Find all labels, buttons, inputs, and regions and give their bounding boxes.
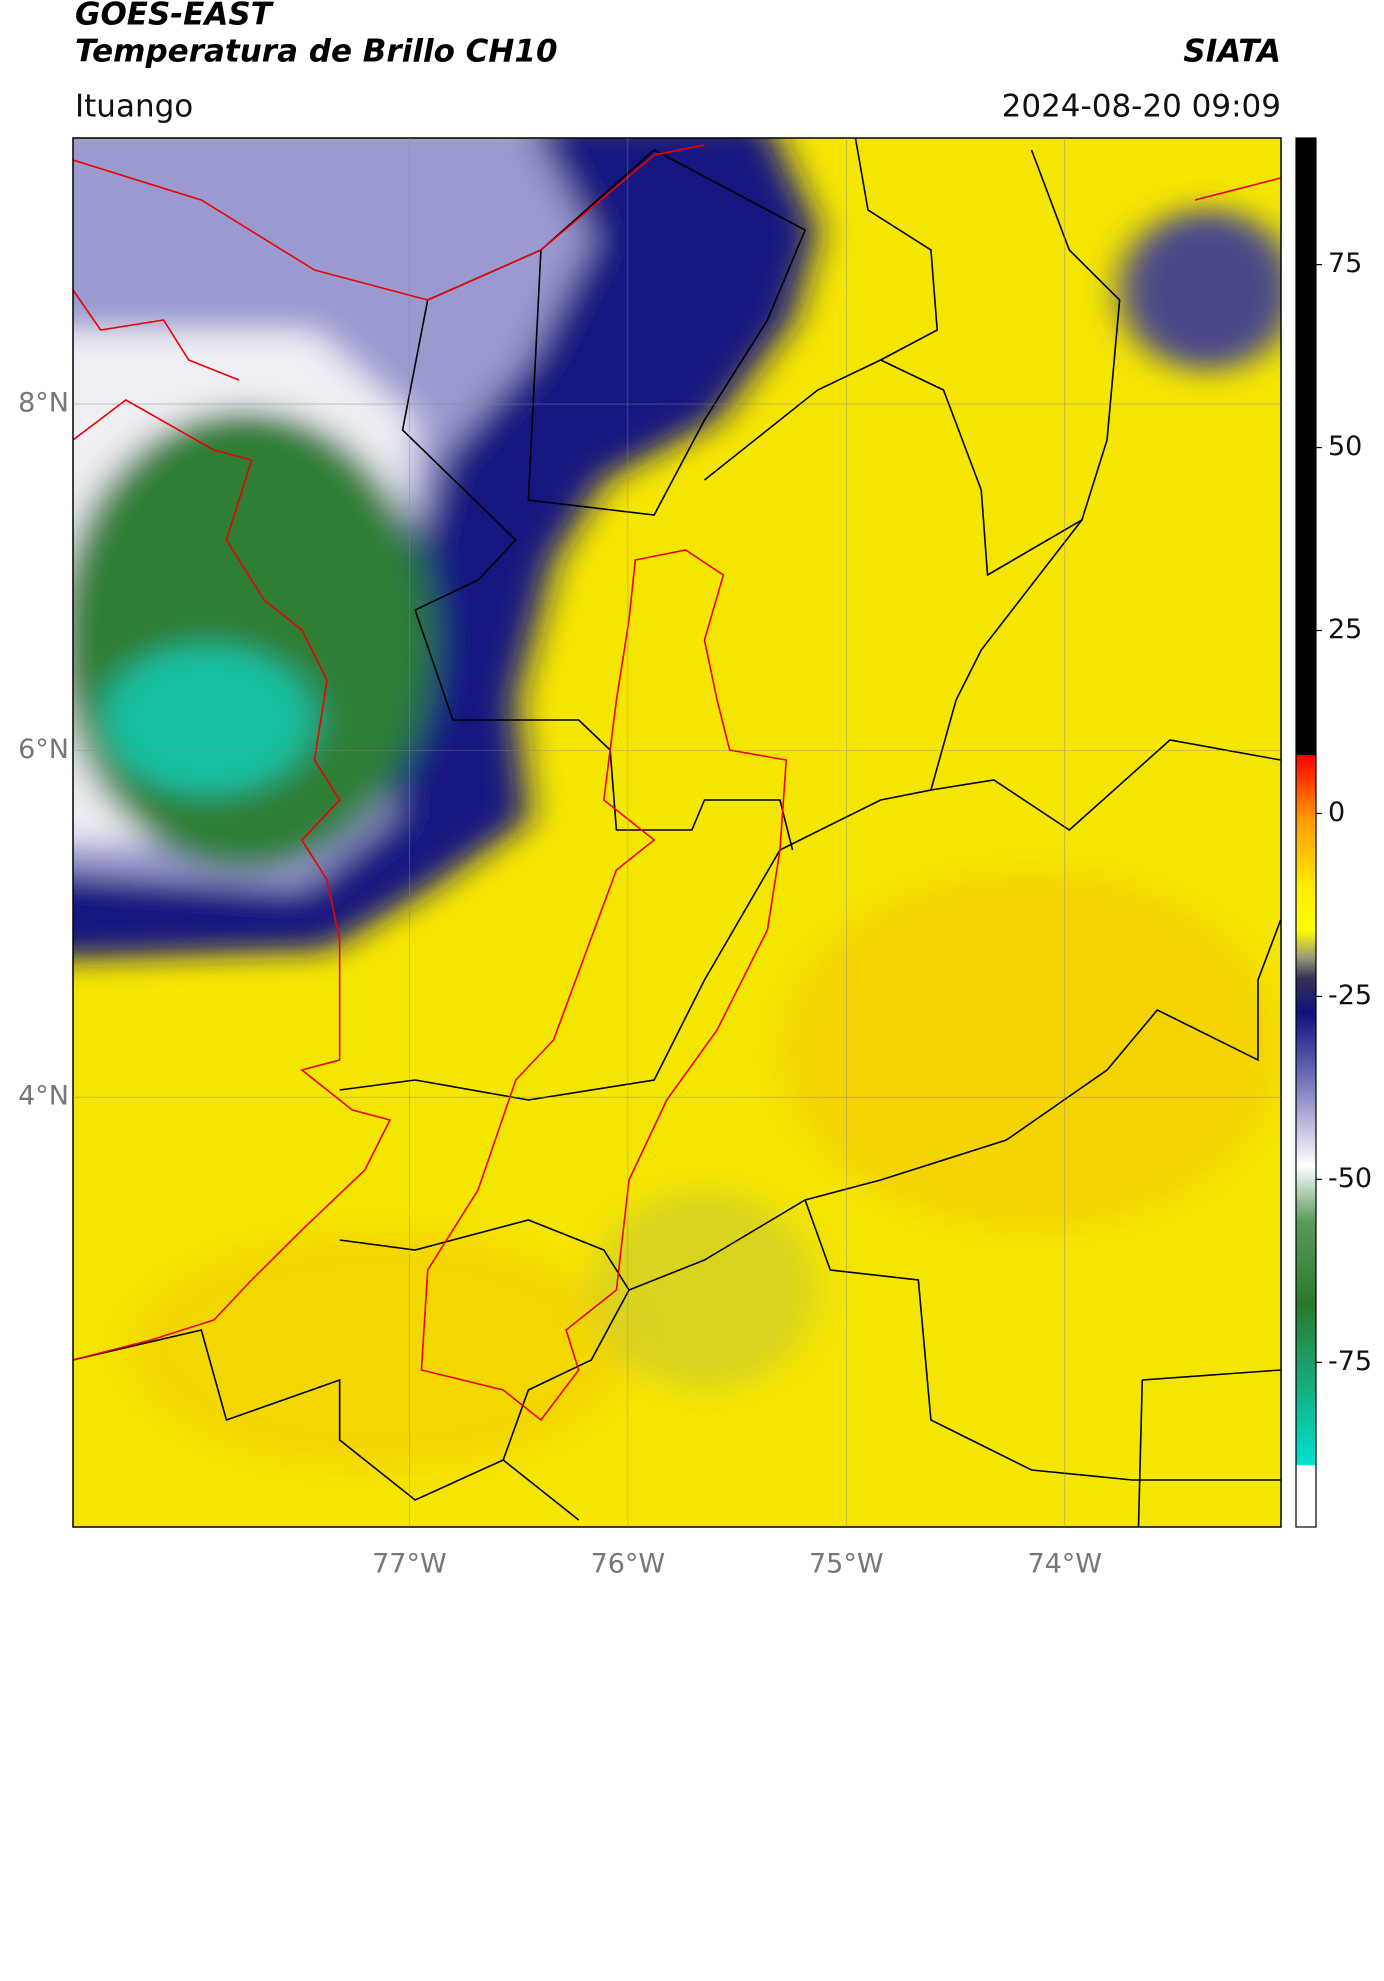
colorbar <box>1295 137 1317 1528</box>
x-tick-label: 77°W <box>372 1549 447 1580</box>
title: GOES-EAST <box>75 0 275 33</box>
colorbar-tick-label: 25 <box>1328 614 1362 645</box>
timestamp: 2024-08-20 09:09 <box>1002 89 1281 125</box>
subtitle: Temperatura de Brillo CH10 <box>75 34 558 70</box>
map-frame <box>72 137 1282 1528</box>
colorbar-tick-label: -50 <box>1328 1163 1372 1194</box>
colorbar-tick-label: 75 <box>1328 248 1362 279</box>
colorbar-tick-label: -75 <box>1328 1346 1372 1377</box>
map-image <box>73 138 1281 1527</box>
location: Ituango <box>75 89 193 125</box>
colorbar-tick-label: 50 <box>1328 431 1362 462</box>
source: SIATA <box>1183 34 1281 70</box>
colorbar-tick-label: -25 <box>1328 980 1372 1011</box>
y-tick-label: 8°N <box>18 388 69 419</box>
x-tick-label: 76°W <box>591 1549 666 1580</box>
y-tick-label: 4°N <box>18 1081 69 1112</box>
colorbar-tick-label: 0 <box>1328 797 1345 828</box>
x-tick-label: 74°W <box>1027 1549 1102 1580</box>
y-tick-label: 6°N <box>18 734 69 765</box>
x-tick-label: 75°W <box>809 1549 884 1580</box>
